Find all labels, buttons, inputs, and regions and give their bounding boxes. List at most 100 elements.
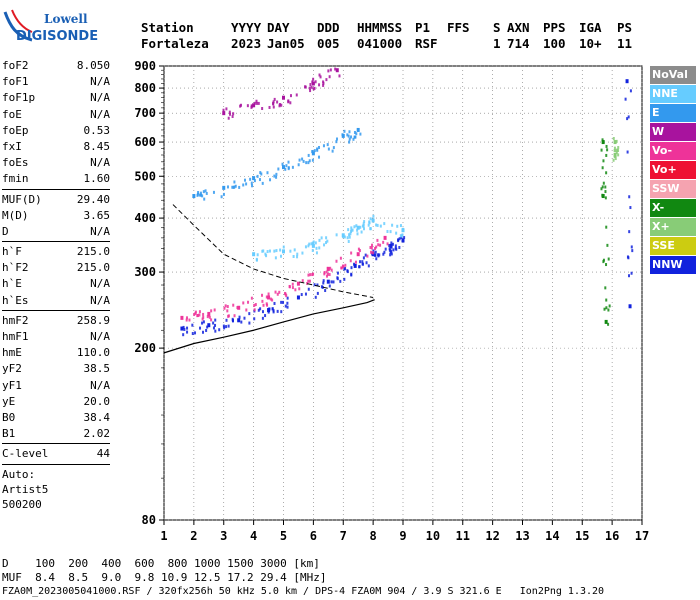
echo-trace-mark-3 bbox=[305, 161, 308, 165]
echo-trace-mark-1 bbox=[335, 259, 338, 263]
param-row-g4-1: hmF1 N/A bbox=[2, 329, 110, 345]
echo-point-3-4 bbox=[311, 151, 315, 156]
echo-trace-mark-4 bbox=[225, 107, 228, 111]
echo-trace-mark-3 bbox=[243, 178, 246, 182]
echo-trace-mark-7 bbox=[626, 255, 629, 259]
echo-point-7-1 bbox=[628, 304, 632, 309]
echo-trace-mark-3 bbox=[298, 158, 301, 162]
param-row-g4-0: hmF2 258.9 bbox=[2, 313, 110, 329]
echo-point-0-0 bbox=[180, 326, 184, 331]
echo-trace-mark-2 bbox=[391, 223, 394, 227]
echo-trace-mark-0 bbox=[394, 244, 397, 248]
echo-trace-mark-0 bbox=[191, 332, 194, 336]
echo-trace-mark-0 bbox=[248, 321, 251, 325]
auto-line-0: Auto: bbox=[2, 467, 36, 481]
echo-trace-mark-2 bbox=[279, 254, 282, 258]
echo-trace-mark-7 bbox=[624, 97, 627, 101]
param-value: 20.0 bbox=[83, 394, 111, 408]
echo-trace-mark-4 bbox=[280, 103, 283, 107]
echo-trace-mark-3 bbox=[258, 178, 261, 182]
header-label-6: FFS bbox=[447, 20, 470, 35]
param-value: 215.0 bbox=[76, 245, 110, 259]
echo-point-1-7 bbox=[383, 235, 387, 240]
echo-trace-mark-1 bbox=[254, 303, 257, 307]
echo-trace-mark-2 bbox=[292, 255, 295, 259]
echo-trace-mark-5 bbox=[607, 322, 610, 326]
header-value-3: 005 bbox=[317, 36, 340, 51]
echo-trace-mark-0 bbox=[403, 236, 406, 240]
echo-trace-mark-1 bbox=[201, 317, 204, 321]
echo-trace-mark-6 bbox=[612, 158, 615, 162]
param-row-g2-2: D N/A bbox=[2, 224, 110, 240]
legend-item-w: W bbox=[650, 123, 696, 141]
echo-trace-mark-0 bbox=[186, 330, 189, 334]
echo-trace-mark-1 bbox=[253, 303, 256, 307]
echo-point-1-0 bbox=[180, 315, 184, 320]
param-value: 215.0 bbox=[76, 261, 110, 275]
logo-text-lowell: Lowell bbox=[44, 12, 88, 26]
echo-trace-mark-1 bbox=[262, 303, 265, 307]
echo-trace-mark-3 bbox=[253, 179, 256, 183]
param-row-g1-2: foF1p N/A bbox=[2, 90, 110, 106]
echo-trace-mark-6 bbox=[614, 157, 617, 161]
x-tick-label-12: 12 bbox=[485, 529, 499, 543]
logo-swoosh-2 bbox=[11, 9, 33, 33]
echo-trace-mark-1 bbox=[350, 251, 353, 255]
echo-trace-mark-4 bbox=[329, 68, 332, 72]
echo-trace-mark-2 bbox=[282, 245, 285, 249]
auto-line-1: Artist5 bbox=[2, 482, 49, 496]
header-label-5: P1 bbox=[415, 20, 431, 35]
echo-trace-mark-1 bbox=[330, 268, 333, 272]
echo-trace-mark-2 bbox=[266, 250, 269, 254]
echo-point-4-0 bbox=[222, 111, 226, 116]
echo-trace-mark-1 bbox=[366, 254, 369, 258]
echo-trace-mark-0 bbox=[194, 331, 197, 335]
echo-trace-mark-4 bbox=[261, 107, 264, 111]
echo-trace-mark-1 bbox=[375, 245, 378, 249]
echo-trace-mark-1 bbox=[323, 272, 326, 276]
echo-trace-mark-1 bbox=[198, 313, 201, 317]
param-name: fxI bbox=[2, 139, 22, 153]
echo-trace-mark-7 bbox=[628, 230, 631, 234]
param-value: 38.4 bbox=[83, 410, 111, 424]
echo-trace-mark-5 bbox=[608, 304, 611, 308]
param-name: foF2 bbox=[2, 59, 29, 72]
echo-point-2-5 bbox=[371, 218, 375, 223]
echo-trace-mark-4 bbox=[327, 69, 330, 73]
echo-trace-mark-1 bbox=[202, 315, 205, 319]
param-separator bbox=[2, 188, 110, 190]
echo-trace-mark-4 bbox=[338, 74, 341, 78]
echo-trace-mark-4 bbox=[309, 89, 312, 93]
echo-trace-mark-2 bbox=[318, 238, 321, 242]
echo-trace-mark-3 bbox=[199, 193, 202, 197]
echo-trace-mark-1 bbox=[339, 256, 342, 260]
echo-trace-mark-0 bbox=[372, 249, 375, 253]
param-row-g4-2: hmE 110.0 bbox=[2, 345, 110, 361]
echo-trace-mark-0 bbox=[191, 323, 194, 327]
echo-trace-mark-1 bbox=[265, 302, 268, 306]
echo-trace-mark-0 bbox=[253, 317, 256, 321]
echo-trace-mark-0 bbox=[374, 250, 377, 254]
param-row-g3-1: h`F2 215.0 bbox=[2, 260, 110, 276]
echo-trace-mark-3 bbox=[260, 172, 263, 176]
echo-trace-mark-4 bbox=[227, 116, 230, 120]
echo-trace-mark-0 bbox=[375, 257, 378, 261]
legend: NoVal NNE E W Vo- Vo+ SSW X- X+ SSE NNW bbox=[650, 66, 696, 275]
echo-trace-mark-2 bbox=[399, 224, 402, 228]
param-value: 1.60 bbox=[83, 172, 111, 186]
echo-trace-mark-4 bbox=[309, 83, 312, 87]
param-separator bbox=[2, 463, 110, 465]
echo-trace-mark-4 bbox=[250, 105, 253, 109]
y-tick-label-600: 600 bbox=[134, 135, 156, 149]
echo-trace-mark-0 bbox=[307, 287, 310, 291]
echo-trace-mark-1 bbox=[250, 296, 253, 300]
echo-trace-mark-3 bbox=[350, 135, 353, 139]
echo-trace-mark-4 bbox=[257, 101, 260, 105]
echo-trace-mark-5 bbox=[602, 258, 605, 262]
echo-trace-mark-1 bbox=[344, 263, 347, 267]
digisonde-logo: Lowell DIGISONDE bbox=[3, 9, 98, 44]
echo-trace-mark-3 bbox=[335, 137, 338, 141]
echo-trace-mark-1 bbox=[307, 273, 310, 277]
param-separator bbox=[2, 443, 110, 445]
param-value: N/A bbox=[90, 107, 110, 121]
